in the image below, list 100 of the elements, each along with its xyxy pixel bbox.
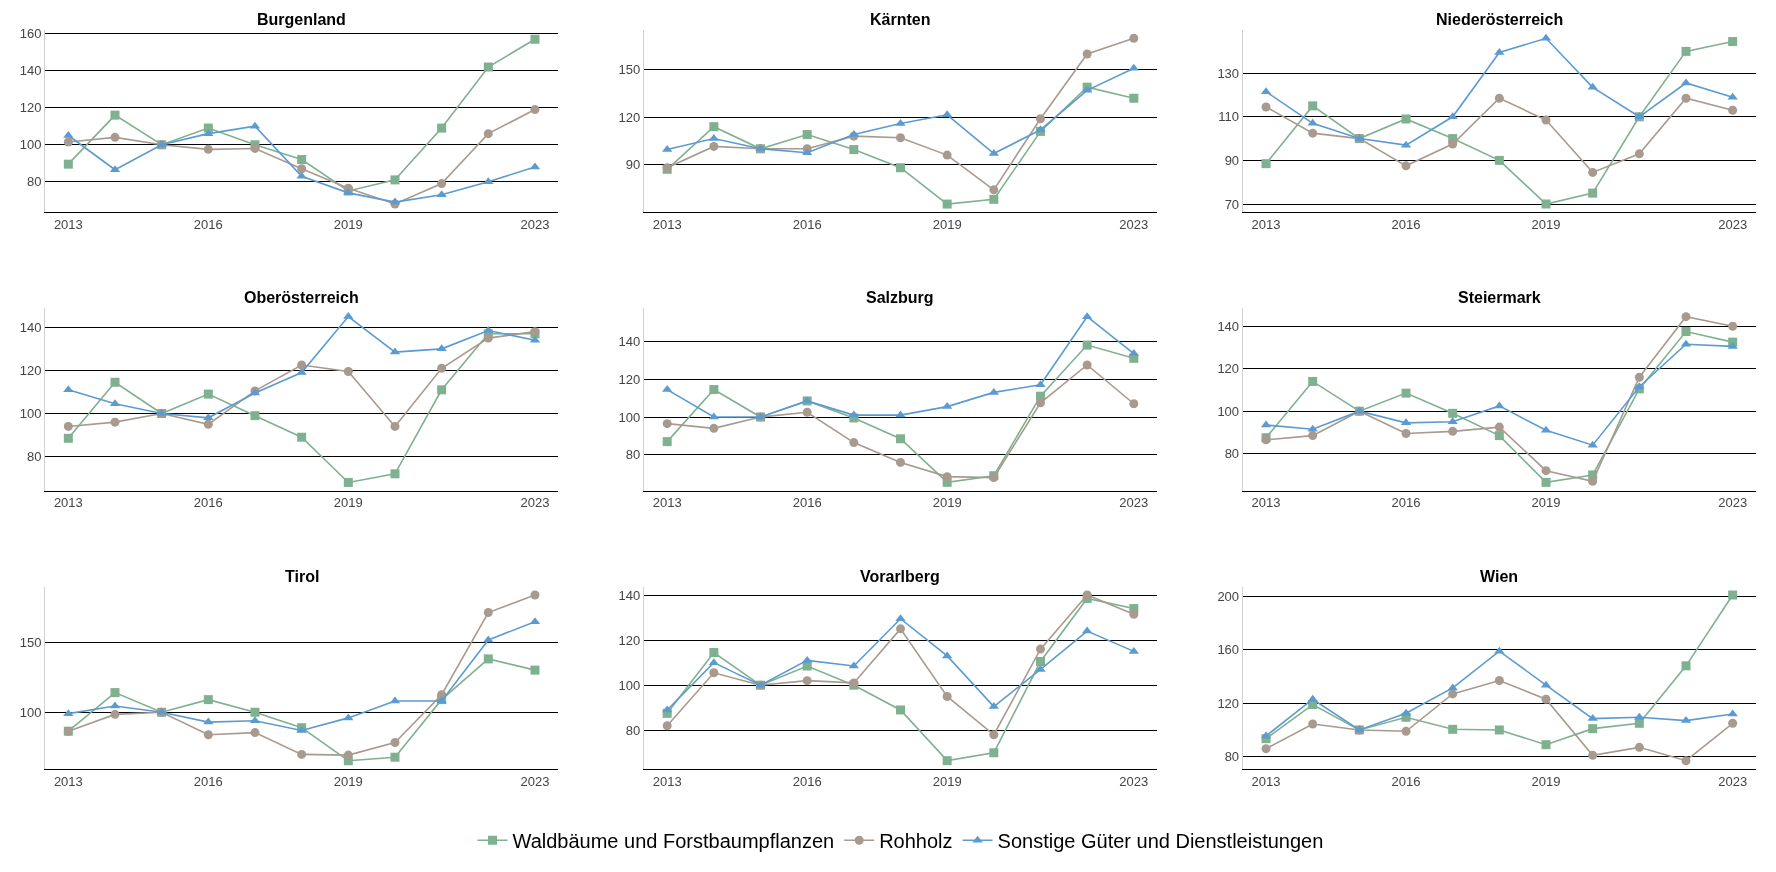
legend-label: Waldbäume und Forstbaumpflanzen <box>512 830 835 853</box>
point <box>1261 159 1271 169</box>
point <box>483 62 493 72</box>
point <box>203 144 213 154</box>
x-tick-label: 2019 <box>1531 495 1561 511</box>
x-tick-label: 2023 <box>1718 495 1748 511</box>
point <box>297 155 307 165</box>
point <box>1588 167 1598 177</box>
point <box>1401 429 1411 438</box>
point <box>203 389 213 399</box>
x-tick-label: 2013 <box>53 773 83 789</box>
x-tick-label: 2019 <box>333 216 363 232</box>
point <box>1494 155 1504 165</box>
point <box>1494 422 1504 432</box>
point <box>1129 399 1139 409</box>
point <box>1727 341 1738 349</box>
point <box>250 728 260 738</box>
point <box>1681 312 1691 322</box>
y-tick-label: 80 <box>26 449 42 465</box>
y-tick-label: 200 <box>1217 588 1240 604</box>
point <box>437 179 447 189</box>
point <box>1541 740 1551 750</box>
x-tick-label: 2013 <box>652 216 682 232</box>
y-tick-label: 100 <box>19 704 42 720</box>
point <box>1308 101 1318 111</box>
point <box>989 730 999 740</box>
x-tick-label: 2023 <box>1718 216 1748 232</box>
x-tick-label: 2013 <box>1251 773 1281 789</box>
point <box>1588 188 1598 198</box>
point <box>483 333 493 343</box>
y-tick-label: 80 <box>1224 446 1240 462</box>
point <box>110 417 120 427</box>
point <box>1494 401 1505 409</box>
point <box>1129 609 1139 619</box>
point <box>942 199 952 209</box>
x-tick-label: 2023 <box>1119 773 1149 789</box>
chart-title: Vorarlberg <box>860 568 940 585</box>
point <box>1728 321 1738 331</box>
point <box>709 141 719 151</box>
point <box>1129 93 1139 103</box>
point <box>942 756 952 766</box>
point <box>297 749 307 759</box>
point <box>942 691 952 701</box>
point <box>1448 689 1458 699</box>
point <box>1401 726 1411 736</box>
point <box>343 713 354 721</box>
point <box>483 635 494 643</box>
point <box>1082 340 1092 350</box>
x-tick-label: 2023 <box>520 495 550 511</box>
point <box>1448 408 1458 418</box>
point <box>530 34 540 44</box>
point <box>437 123 447 133</box>
point <box>390 421 400 431</box>
x-tick-label: 2016 <box>193 495 223 511</box>
point <box>1727 709 1738 717</box>
point <box>662 721 672 731</box>
chart-title: Salzburg <box>866 289 934 306</box>
point <box>802 676 812 686</box>
y-tick-label: 150 <box>618 62 641 78</box>
point <box>63 421 73 431</box>
x-tick-label: 2013 <box>1251 216 1281 232</box>
y-tick-label: 120 <box>1217 361 1240 377</box>
y-tick-label: 120 <box>1217 695 1240 711</box>
point <box>203 419 213 429</box>
y-tick-label: 100 <box>1217 403 1240 419</box>
point <box>250 411 260 421</box>
chart-title: Oberösterreich <box>244 289 359 306</box>
point <box>1307 118 1318 126</box>
point <box>1035 114 1045 124</box>
y-tick-label: 90 <box>1224 152 1240 168</box>
y-tick-label: 140 <box>19 319 42 335</box>
point <box>662 437 672 447</box>
point <box>942 150 952 160</box>
point <box>63 433 73 443</box>
chart-title: Tirol <box>285 568 320 585</box>
point <box>1447 683 1458 691</box>
point <box>1541 199 1551 209</box>
legend-label: Sonstige Güter und Dienstleistungen <box>997 830 1324 853</box>
point <box>896 133 905 143</box>
x-tick-label: 2016 <box>193 773 223 789</box>
point <box>1681 327 1691 337</box>
point <box>390 175 400 185</box>
point <box>390 737 400 747</box>
chart-title: Steiermark <box>1458 289 1541 306</box>
point <box>1035 657 1045 667</box>
point <box>1308 376 1318 386</box>
x-tick-label: 2016 <box>792 773 822 789</box>
point <box>1082 360 1092 370</box>
point <box>802 130 812 140</box>
point <box>203 695 213 705</box>
point <box>436 344 447 352</box>
point <box>849 145 859 155</box>
point <box>110 709 120 719</box>
point <box>1308 719 1318 729</box>
point <box>1448 426 1458 436</box>
point <box>1587 82 1598 90</box>
point <box>1681 661 1691 671</box>
point <box>896 624 905 634</box>
point <box>1129 33 1139 43</box>
point <box>1035 664 1046 672</box>
